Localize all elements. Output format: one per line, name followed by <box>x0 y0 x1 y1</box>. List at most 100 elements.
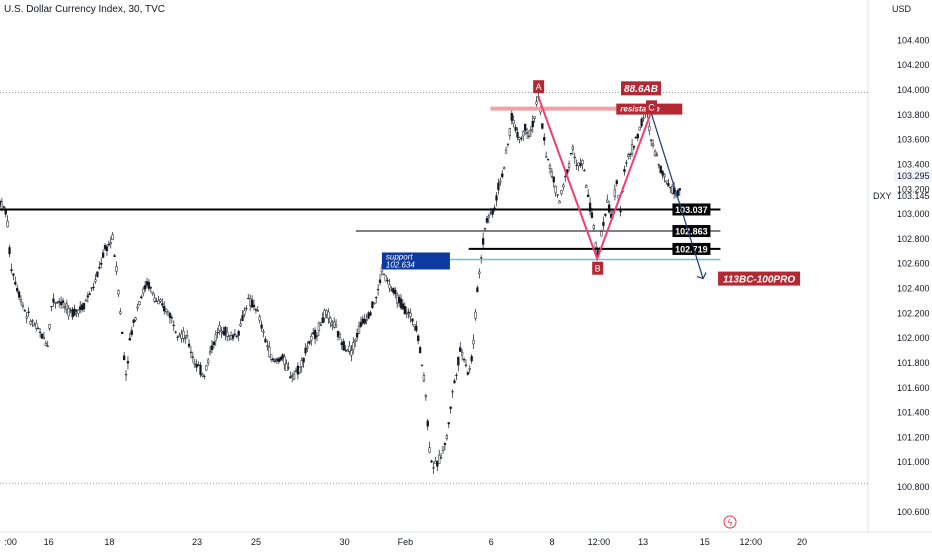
candle-body <box>107 244 110 246</box>
candle-body <box>495 195 498 201</box>
candle-body <box>562 184 565 188</box>
candle-body <box>313 329 317 339</box>
candle-body <box>464 364 468 366</box>
candle-body <box>174 331 177 333</box>
candle-body <box>462 359 466 361</box>
candle-body <box>268 346 271 357</box>
candle-body <box>119 311 122 314</box>
candle-body <box>434 461 437 464</box>
candle-body <box>548 165 552 170</box>
candle-body <box>176 336 179 338</box>
candle-body <box>44 343 47 346</box>
candle-body <box>164 308 168 313</box>
projection-label-box <box>718 271 801 286</box>
candle-body <box>157 300 160 305</box>
candle-body <box>308 340 311 344</box>
candle-body <box>218 325 221 331</box>
price-tick-label: 103.200 <box>897 184 930 194</box>
candle-body <box>602 221 605 226</box>
candle-body <box>550 171 554 177</box>
candle-body <box>279 356 282 361</box>
candle-body <box>426 420 429 427</box>
candle-body <box>159 299 162 302</box>
candle-body <box>567 163 571 168</box>
candle-body <box>226 331 229 337</box>
candle-body <box>98 267 101 269</box>
candle-body <box>321 317 324 324</box>
candle-body <box>594 242 597 248</box>
candle-body <box>178 335 181 337</box>
candle-body <box>630 144 634 154</box>
symbol-label: DXY <box>873 191 892 201</box>
candle-body <box>46 345 49 347</box>
candle-body <box>264 338 267 343</box>
candle-body <box>12 273 15 276</box>
candle-body <box>306 346 309 349</box>
candle-body <box>17 291 21 298</box>
price-tick-label: 102.600 <box>897 259 930 269</box>
candle-body <box>638 126 641 131</box>
candle-body <box>403 306 406 315</box>
candle-body <box>334 324 338 328</box>
price-tick-label: 103.600 <box>897 135 930 145</box>
time-tick-label: 6 <box>489 537 494 547</box>
candle-body <box>258 316 261 321</box>
candle-body <box>541 123 544 129</box>
projection-line <box>650 112 704 279</box>
candle-body <box>277 358 280 362</box>
event-bolt-icon <box>723 515 737 529</box>
candle-body <box>361 318 364 324</box>
candle-body <box>149 287 153 289</box>
candle-body <box>346 349 349 353</box>
candle-body <box>56 302 59 304</box>
candle-body <box>151 291 154 294</box>
candle-body <box>371 301 374 309</box>
candle-body <box>8 247 11 255</box>
candle-body <box>84 300 88 302</box>
candle-body <box>485 218 489 223</box>
ab-ratio-box <box>621 81 661 96</box>
candle-body <box>191 356 195 358</box>
candle-body <box>319 324 322 326</box>
last-price-secondary-label: 103.145 <box>897 191 930 201</box>
candle-body <box>466 372 470 375</box>
candle-body <box>27 311 30 313</box>
candle-body <box>363 319 366 324</box>
candle-body <box>544 156 548 158</box>
candle-body <box>205 365 208 371</box>
candle-body <box>79 306 82 310</box>
candle-body <box>147 281 151 289</box>
candle-body <box>491 210 494 215</box>
candle-body <box>212 341 216 345</box>
candle-body <box>357 326 361 334</box>
price-tick-label: 102.000 <box>897 333 930 343</box>
candle-body <box>529 129 533 132</box>
candle-body <box>669 186 672 189</box>
candle-body <box>449 406 452 409</box>
candle-body <box>195 363 198 368</box>
candle-body <box>405 312 408 315</box>
candle-body <box>428 447 431 453</box>
candle-body <box>392 287 395 293</box>
candle-body <box>554 185 557 194</box>
candle-body <box>73 308 76 316</box>
candle-body <box>571 146 575 150</box>
candle-body <box>143 285 147 290</box>
candle-body <box>59 301 63 306</box>
candles-group <box>0 90 681 475</box>
price-tick-label: 104.000 <box>897 85 930 95</box>
candle-body <box>298 366 301 373</box>
candle-body <box>155 301 158 303</box>
candle-body <box>0 201 4 209</box>
candle-body <box>224 327 227 336</box>
candle-body <box>390 289 393 291</box>
candle-body <box>516 132 519 138</box>
candle-body <box>453 380 456 384</box>
candle-body <box>283 356 286 365</box>
candle-body <box>413 324 416 328</box>
candle-body <box>394 289 397 295</box>
candle-body <box>501 173 504 177</box>
candle-body <box>663 174 666 177</box>
candle-body <box>266 345 269 347</box>
